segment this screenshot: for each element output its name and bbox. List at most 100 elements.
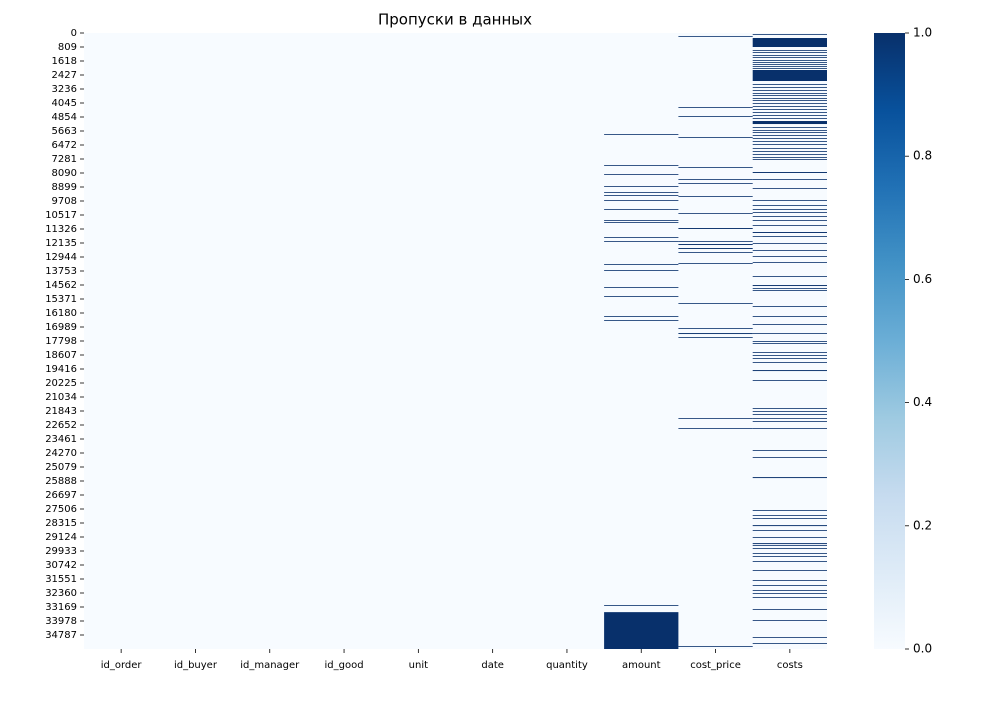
missing-cell [752, 530, 827, 531]
missing-cell [752, 597, 827, 598]
missing-cell [752, 112, 827, 113]
missing-cell [678, 183, 753, 184]
y-tick-label: 7281 [52, 154, 77, 165]
y-tick-label: 13753 [45, 266, 77, 277]
missing-cell [752, 580, 827, 581]
missing-cell [752, 118, 827, 119]
y-tick-label: 33169 [45, 602, 77, 613]
y-tick-label: 5663 [52, 126, 77, 137]
y-tick-label: 8090 [52, 168, 77, 179]
missing-cell [604, 192, 679, 193]
y-tick-label: 21843 [45, 406, 77, 417]
missing-cell [752, 66, 827, 67]
missing-cell [752, 290, 827, 291]
missing-cell [604, 287, 679, 288]
missing-cell [604, 195, 679, 196]
y-tick-label: 29933 [45, 546, 77, 557]
y-tick-label: 4854 [52, 112, 77, 123]
colorbar-tick-label: 1.0 [913, 26, 932, 40]
missing-cell [752, 115, 827, 116]
missing-cell [604, 605, 679, 606]
missing-cell [752, 50, 827, 51]
y-tick-label: 20225 [45, 378, 77, 389]
missing-cell [752, 250, 827, 251]
missing-cell [678, 196, 753, 197]
missing-cell [752, 262, 827, 263]
missing-cell [752, 341, 827, 342]
missing-cell [752, 243, 827, 244]
missing-cell [678, 179, 753, 180]
y-tick-label: 809 [58, 42, 77, 53]
missing-cell [752, 620, 827, 621]
missing-cell [752, 477, 827, 479]
colorbar-tick-label: 0.2 [913, 518, 932, 532]
missing-cell [752, 84, 827, 85]
missing-cell [752, 408, 827, 409]
missing-cell [678, 333, 753, 335]
y-tick-label: 6472 [52, 140, 77, 151]
missing-cell [752, 135, 827, 136]
x-tick-label: unit [409, 660, 428, 671]
missing-cell [752, 172, 827, 173]
missing-cell [752, 343, 827, 344]
y-tick-label: 33978 [45, 616, 77, 627]
missing-cell [752, 414, 827, 415]
missing-cell [752, 256, 827, 257]
missing-cell [752, 590, 827, 591]
heatmap-background [84, 33, 827, 649]
missing-cell [752, 421, 827, 422]
y-tick-label: 26697 [45, 490, 77, 501]
missing-cell [604, 186, 679, 187]
y-tick-label: 19416 [45, 364, 77, 375]
missing-cell [752, 637, 827, 638]
missing-cell [604, 320, 679, 321]
missing-cell [678, 244, 753, 246]
missing-cell [752, 69, 827, 82]
y-tick-label: 3236 [52, 84, 77, 95]
missing-cell [752, 370, 827, 372]
missing-cell [752, 188, 827, 189]
missing-cell [752, 55, 827, 56]
x-tick-label: id_order [101, 660, 143, 671]
missing-cell [752, 556, 827, 557]
y-tick-label: 12944 [45, 252, 77, 263]
missing-cell [678, 35, 753, 37]
colorbar-tick-label: 0.6 [913, 272, 932, 286]
missing-cell [604, 270, 679, 271]
missing-cell [752, 68, 827, 69]
x-tick-label: quantity [546, 660, 588, 671]
missing-cell [752, 109, 827, 110]
missing-cell [678, 337, 753, 338]
missing-cell [752, 144, 827, 145]
missing-cell [752, 95, 827, 96]
y-tick-label: 16989 [45, 322, 77, 333]
missing-cell [752, 306, 827, 307]
missing-cell [752, 457, 827, 458]
missing-cell [752, 127, 827, 128]
y-tick-label: 2427 [52, 70, 77, 81]
missing-cell [752, 200, 827, 201]
y-tick-label: 10517 [45, 210, 77, 221]
missing-cell [752, 518, 827, 519]
y-tick-label: 11326 [45, 224, 77, 235]
missing-cell [752, 159, 827, 160]
missing-cell [678, 241, 753, 242]
missing-cell [752, 34, 827, 35]
missing-cell [752, 38, 827, 47]
missing-cell [752, 225, 827, 226]
missing-cell [678, 228, 753, 229]
missing-cell [752, 151, 827, 152]
missing-cell [752, 537, 827, 538]
missing-cell [752, 90, 827, 91]
y-tick-label: 22652 [45, 420, 77, 431]
missing-cell [752, 179, 827, 180]
missing-cell [604, 296, 679, 297]
y-tick-label: 17798 [45, 336, 77, 347]
missing-cell [752, 216, 827, 217]
missing-cell [752, 52, 827, 53]
x-tick-label: id_good [325, 660, 364, 671]
missing-cell [678, 263, 753, 264]
missing-cell [752, 418, 827, 419]
missing-cell [678, 116, 753, 117]
